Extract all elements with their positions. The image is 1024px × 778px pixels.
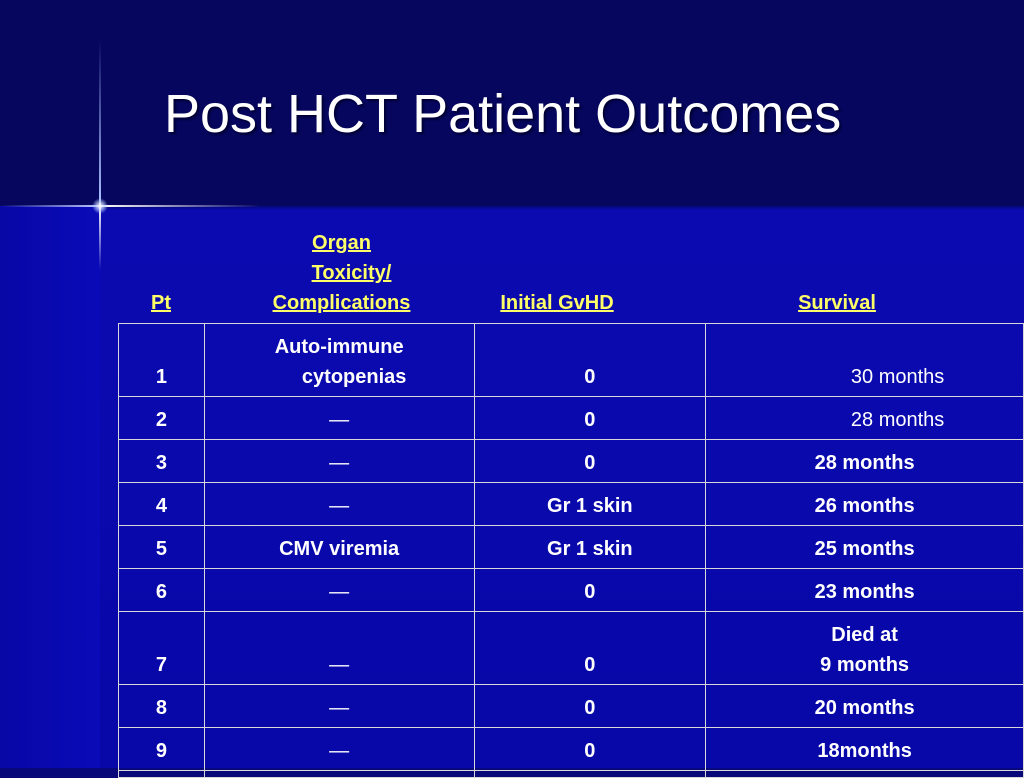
- table-row: 9 — 0 18months: [118, 727, 1024, 771]
- page-title: Post HCT Patient Outcomes: [164, 84, 842, 144]
- cell-survival: 28 months: [705, 396, 1024, 440]
- title-band: [0, 0, 1024, 206]
- decorative-horizontal-line: [0, 205, 260, 207]
- header-toxicity-line1: Organ: [312, 232, 371, 254]
- cell-survival: 28 months: [705, 439, 1024, 483]
- cell-toxicity-line1: Auto-immune: [274, 336, 404, 358]
- cell-survival: 30 months: [705, 323, 1024, 397]
- cell-pt: 3: [118, 439, 205, 483]
- cell-survival: 20 months: [705, 684, 1024, 728]
- cell-empty: [705, 770, 1024, 778]
- cell-pt: 6: [118, 568, 205, 612]
- cell-pt: 8: [118, 684, 205, 728]
- cell-toxicity: —: [203, 396, 475, 440]
- cell-gvhd: 0: [473, 611, 707, 685]
- cell-gvhd: 0: [473, 568, 707, 612]
- cell-toxicity-line2: cytopenias: [301, 366, 407, 388]
- table-row: 7 — 0 Died at 9 months: [118, 611, 1024, 685]
- sparkle-icon: [92, 198, 108, 214]
- cell-gvhd: Gr 1 skin: [473, 482, 707, 526]
- cell-pt: 5: [118, 525, 205, 569]
- header-pt-label: Pt: [151, 292, 171, 314]
- cell-survival-line2: 9 months: [820, 654, 910, 676]
- table-row: 8 — 0 20 months: [118, 684, 1024, 728]
- outcomes-table: 1 Auto-immune cytopenias 0 30 months 2 —…: [118, 323, 1024, 778]
- cell-empty: [203, 770, 475, 778]
- cell-gvhd: 0: [473, 439, 707, 483]
- table-row: 5 CMV viremia Gr 1 skin 25 months: [118, 525, 1024, 569]
- cell-toxicity: —: [203, 727, 475, 771]
- header-pt: Pt: [118, 288, 204, 318]
- cell-toxicity: Auto-immune cytopenias: [203, 323, 475, 397]
- decorative-vertical-line: [99, 40, 101, 270]
- table-row: 2 — 0 28 months: [118, 396, 1024, 440]
- left-band: [0, 206, 100, 768]
- cell-survival: Died at 9 months: [705, 611, 1024, 685]
- cell-pt: 2: [118, 396, 205, 440]
- header-gvhd: Initial GvHD: [477, 288, 637, 318]
- header-toxicity-line2: Toxicity/: [311, 262, 392, 284]
- cell-toxicity: —: [203, 482, 475, 526]
- cell-gvhd: 0: [473, 396, 707, 440]
- cell-gvhd: Gr 1 skin: [473, 525, 707, 569]
- cell-toxicity: —: [203, 439, 475, 483]
- cell-pt: 9: [118, 727, 205, 771]
- cell-gvhd: 0: [473, 323, 707, 397]
- cell-empty: [118, 770, 205, 778]
- table-row-partial: [118, 770, 1024, 778]
- cell-pt: 4: [118, 482, 205, 526]
- cell-gvhd: 0: [473, 727, 707, 771]
- table-row: 3 — 0 28 months: [118, 439, 1024, 483]
- cell-survival: 23 months: [705, 568, 1024, 612]
- header-gvhd-label: Initial GvHD: [500, 292, 614, 314]
- cell-toxicity: —: [203, 568, 475, 612]
- cell-survival: 26 months: [705, 482, 1024, 526]
- cell-gvhd: 0: [473, 684, 707, 728]
- cell-toxicity: —: [203, 684, 475, 728]
- cell-pt: 7: [118, 611, 205, 685]
- cell-survival: 25 months: [705, 525, 1024, 569]
- table-row: 4 — Gr 1 skin 26 months: [118, 482, 1024, 526]
- cell-toxicity: —: [203, 611, 475, 685]
- cell-pt: 1: [118, 323, 205, 397]
- cell-survival-line1: Died at: [831, 624, 898, 646]
- cell-survival: 18months: [705, 727, 1024, 771]
- header-toxicity: Organ Toxicity/ Complications: [206, 228, 477, 318]
- table-row: 6 — 0 23 months: [118, 568, 1024, 612]
- cell-toxicity: CMV viremia: [203, 525, 475, 569]
- header-survival: Survival: [710, 288, 964, 318]
- header-toxicity-line3: Complications: [272, 292, 411, 314]
- table-row: 1 Auto-immune cytopenias 0 30 months: [118, 323, 1024, 397]
- cell-empty: [473, 770, 707, 778]
- header-survival-label: Survival: [798, 292, 876, 314]
